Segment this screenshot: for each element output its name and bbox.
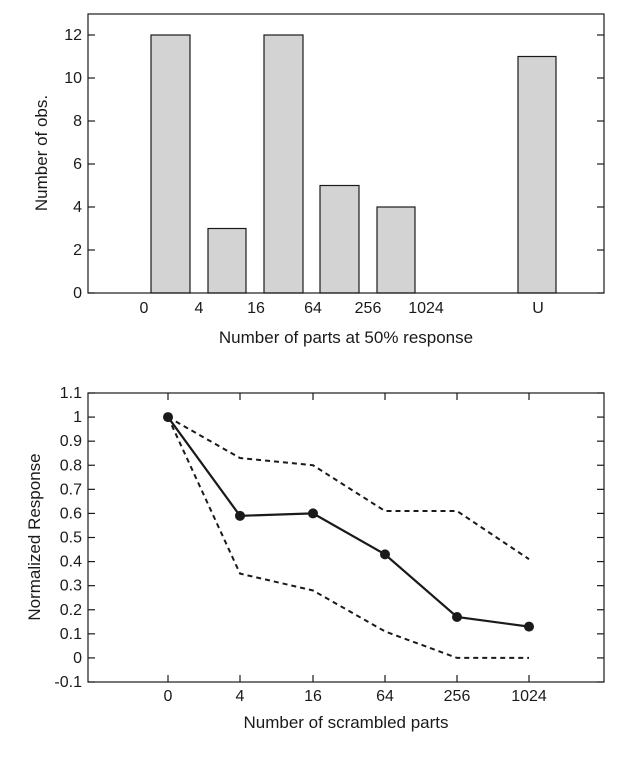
histogram-y-tick-label: 10 [64,70,82,87]
histogram-y-ticks: 0 2 4 6 8 10 12 [64,27,604,302]
response-y-tick-label: 0.8 [60,457,82,474]
histogram-x-ticks: 0 4 16 64 256 1024 U [140,300,544,317]
histogram-x-tick-label: 1024 [408,300,444,317]
histogram-bar [517,55,557,294]
response-x-ticks: 0 4 16 64 256 1024 [164,393,547,705]
response-y-tick-label: 0.9 [60,433,82,450]
response-y-ticks: -0.1 0 0.1 0.2 0.3 0.4 0.5 0.6 0.7 0.8 0.9 1 1.1 [54,385,604,691]
histogram-bar [150,34,191,294]
response-y-tick-label: 1 [73,409,82,426]
response-data-point [308,508,318,519]
histogram-bar [263,34,304,294]
histogram-chart: 0 2 4 6 8 10 12 0 4 16 64 256 1024 U Number of parts… [32,13,605,347]
histogram-y-tick-label: 0 [73,285,82,302]
histogram-bar [207,227,247,294]
histogram-bar [376,206,416,294]
response-bound-line [167,416,530,561]
response-axes-box [87,392,605,683]
response-y-axis-title: Normalized Response [25,453,44,620]
response-mean-line [167,416,530,628]
histogram-y-tick-label: 4 [73,199,82,216]
response-x-axis-title: Number of scrambled parts [243,713,448,732]
histogram-y-axis-title: Number of obs. [32,95,51,211]
histogram-bars [150,34,557,294]
response-y-tick-label: -0.1 [54,674,82,691]
response-x-tick-label: 256 [444,688,471,705]
histogram-bar [319,184,360,294]
histogram-x-tick-label: 64 [304,300,322,317]
response-data-point [235,510,245,521]
histogram-x-tick-label: U [532,300,544,317]
histogram-x-tick-label: 16 [247,300,265,317]
response-x-tick-label: 64 [376,688,394,705]
response-x-tick-label: 16 [304,688,322,705]
histogram-x-tick-label: 0 [140,300,149,317]
response-y-tick-label: 0.6 [60,505,82,522]
response-y-tick-label: 0.5 [60,530,82,547]
histogram-axes-box [87,13,605,294]
response-y-tick-label: 0.2 [60,602,82,619]
response-y-tick-label: 0 [73,650,82,667]
histogram-x-axis-title: Number of parts at 50% response [219,328,473,347]
response-y-tick-label: 0.4 [60,554,82,571]
histogram-y-tick-label: 12 [64,27,82,44]
histogram-y-tick-label: 2 [73,242,82,259]
histogram-y-tick-label: 8 [73,113,82,130]
response-data-point [524,621,534,632]
response-data-point [380,549,390,560]
response-y-tick-label: 0.3 [60,578,82,595]
response-bound-line [167,416,529,659]
response-x-tick-label: 4 [236,688,245,705]
response-data-point [452,611,462,622]
histogram-x-tick-label: 256 [355,300,382,317]
response-y-tick-label: 0.1 [60,626,82,643]
histogram-y-tick-label: 6 [73,156,82,173]
response-y-tick-label: 0.7 [60,481,82,498]
response-y-tick-label: 1.1 [60,385,82,402]
histogram-x-tick-label: 4 [195,300,204,317]
response-x-tick-label: 0 [164,688,173,705]
response-series [163,412,534,659]
response-x-tick-label: 1024 [511,688,547,705]
response-line-chart: -0.1 0 0.1 0.2 0.3 0.4 0.5 0.6 0.7 0.8 0.9 1 1.1 0 4 1… [25,385,605,732]
